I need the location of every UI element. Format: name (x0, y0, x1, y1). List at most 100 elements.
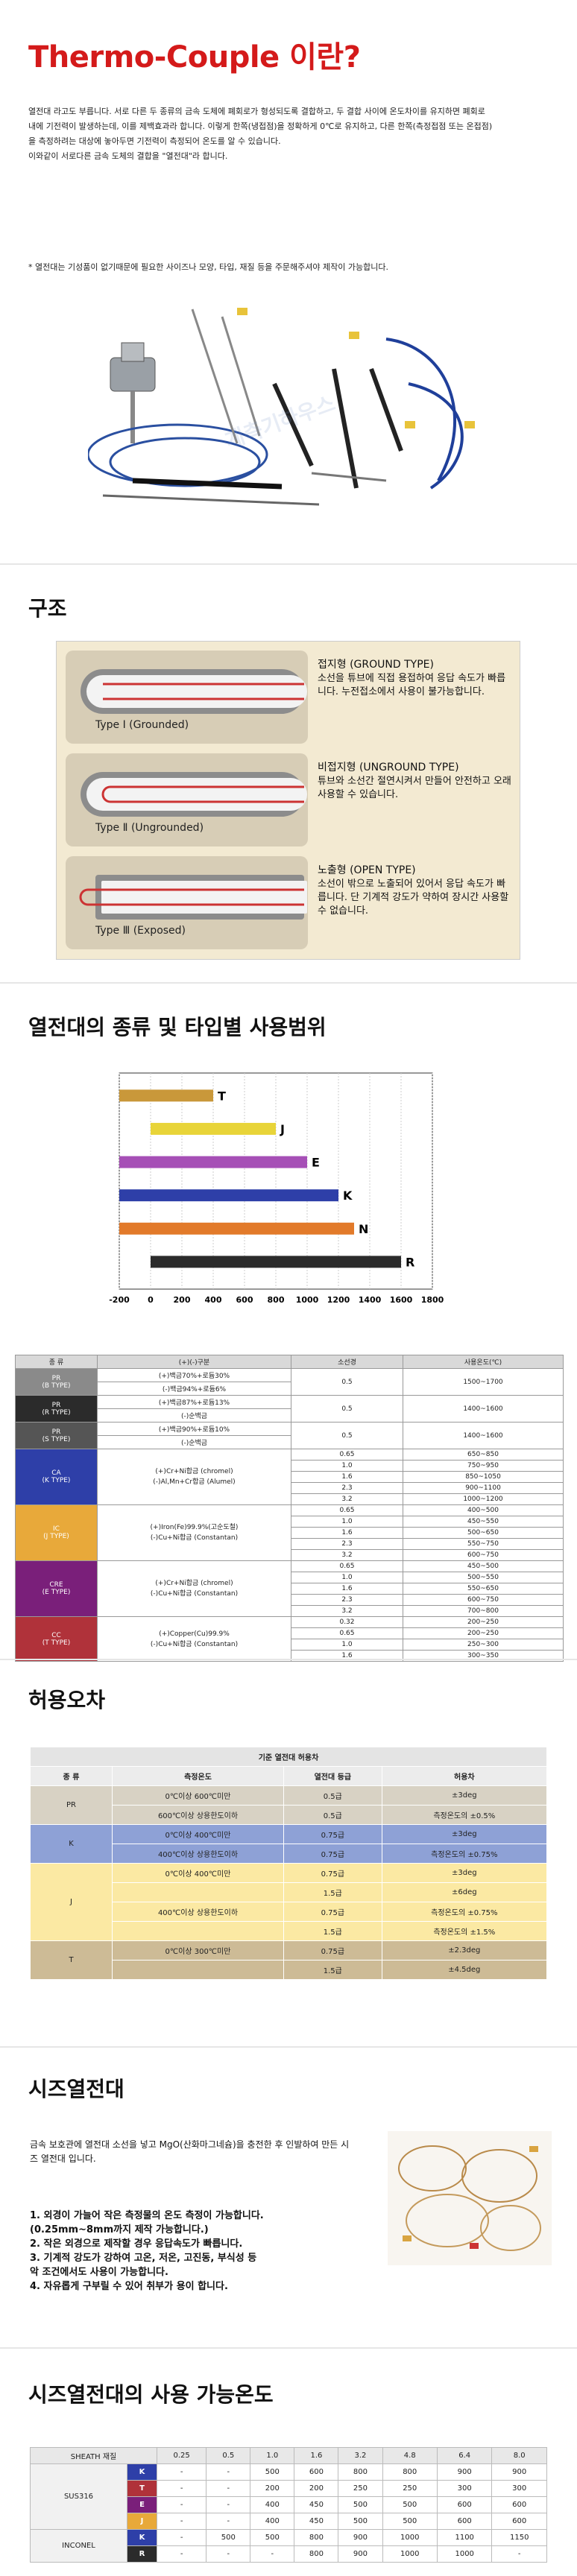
value-cell: 측정온도의 ±1.5% (381, 1921, 548, 1941)
parts-cell: (+)Cr+Ni합금 (chromel) (-)Cu+Ni합금 (Constant… (97, 1560, 291, 1617)
temp-cell: 600~750 (403, 1594, 564, 1606)
table-row: CRE (E TYPE) (+)Cr+Ni합금 (chromel) (-)Cu+Ni… (15, 1560, 564, 1617)
value-cell: 0.75급 (283, 1902, 382, 1922)
type-3-label: Type Ⅲ (Exposed) (95, 925, 186, 937)
list-item: (0.25mm~8mm까지 제작 가능합니다.) (30, 2224, 209, 2235)
value-cell: - (156, 2545, 207, 2563)
table-header: 6.4 (436, 2447, 493, 2464)
type-cell: CRE (E TYPE) (15, 1560, 98, 1617)
value-cell: 900 (338, 2545, 383, 2563)
table-row: PR (B TYPE) (+)백금70%+로듐30% 0.5 1500~1700 (15, 1368, 564, 1396)
table-row: SUS316 K - -500 600 800 800 900 900 (30, 2463, 547, 2530)
type-cell: PR (S TYPE) (15, 1422, 98, 1449)
value-cell: - (156, 2480, 207, 2497)
dia-cell: 0.65 (291, 1449, 403, 1461)
value-cell: - (206, 2480, 251, 2497)
temp-cell: 450~550 (403, 1516, 564, 1528)
temp-cell: 500~550 (403, 1572, 564, 1583)
parts-cell: (-)백금94%+로듐6% (97, 1382, 291, 1396)
section-range-title: 열전대의 종류 및 타입별 사용범위 (28, 1015, 327, 1039)
value-cell: 1000 (436, 2545, 493, 2563)
table-header: 사용온도(℃) (403, 1355, 564, 1369)
type-cell: K (30, 1824, 113, 1864)
value-cell: 250 (338, 2480, 383, 2497)
intro-text: 열전대 라고도 부릅니다. 서로 다른 두 종류의 금속 도체에 폐회로가 형성… (28, 104, 550, 164)
section-tolerance-title: 허용오차 (28, 1688, 106, 1712)
table-header: SHEATH 재질 (30, 2447, 157, 2464)
dia-cell: 0.65 (291, 1504, 403, 1516)
type-2-desc: 비접지형 (UNGROUND TYPE) 튜브와 소선간 절연시켜서 만들어 안… (318, 761, 511, 802)
temp-cell: 650~850 (403, 1449, 564, 1461)
table-row: CC (T TYPE) (+)Copper(Cu)99.9% (-)Cu+Ni합금 … (15, 1616, 564, 1662)
value-cell: - (156, 2463, 207, 2481)
value-cell: 250 (382, 2480, 438, 2497)
type-2-name: 비접지형 (UNGROUND TYPE) (318, 762, 459, 773)
type-cell: IC (J TYPE) (15, 1504, 98, 1561)
parts-cell: (+)백금90%+로듐10% (97, 1422, 291, 1436)
type-2-diagram: Type Ⅱ (Ungrounded) (66, 753, 308, 846)
value-cell: 500 (382, 2513, 438, 2530)
temp-cell: 1500~1700 (403, 1368, 564, 1396)
type-cell: K (127, 2463, 157, 2481)
parts-cell: (+)Copper(Cu)99.9% (-)Cu+Ni합금 (Constantan… (97, 1616, 291, 1662)
value-cell: 600 (294, 2463, 339, 2481)
value-cell: 800 (294, 2529, 339, 2546)
table-row: T 0℃이상 300℃미만 0.75급 ±2.3deg (30, 1940, 548, 1980)
value-cell: 1150 (491, 2529, 547, 2546)
value-cell: 측정온도의 ±0.75% (381, 1844, 548, 1864)
temp-cell: 250~300 (403, 1639, 564, 1651)
table-row: J 0℃이상 400℃미만 0.75급 ±3deg (30, 1863, 548, 1941)
value-cell: - (156, 2529, 207, 2546)
parts-cell: (-)순백금 (97, 1435, 291, 1449)
table-header: 4.8 (382, 2447, 438, 2464)
temp-cell: 1400~1600 (403, 1395, 564, 1423)
intro-line: 이와같이 서로다른 금속 도체의 결합을 "열전대"라 합니다. (28, 151, 228, 161)
thermocouple-type-table: 종 류 (+)(-)구분 소선경 사용온도(℃) PR (B TYPE) (+)백금70%… (15, 1355, 564, 1662)
type-cell: J (30, 1863, 113, 1941)
dia-cell: 0.5 (291, 1368, 403, 1396)
value-cell: 1000 (382, 2529, 438, 2546)
exposed-probe-icon (79, 875, 307, 920)
value-cell: 900 (436, 2463, 493, 2481)
dia-cell: 1.6 (291, 1527, 403, 1539)
table-row: 1.5급 측정온도의 ±1.5% (31, 1921, 548, 1941)
ungrounded-probe-icon (81, 772, 307, 817)
sheath-feature-list: 1. 외경이 가늘어 작은 측정물의 온도 측정이 가능합니다. (0.25mm… (30, 2209, 373, 2294)
value-cell: 0℃이상 400℃미만 (112, 1824, 284, 1844)
table-row: PR (R TYPE) (+)백금87%+로듐13% 0.5 1400~1600 (15, 1395, 564, 1423)
type-cell: CC (T TYPE) (15, 1616, 98, 1662)
sheath-photo (388, 2131, 552, 2265)
parts-cell: (+)Cr+Ni합금 (chromel) (-)Al,Mn+Cr합금 (Alume… (97, 1449, 291, 1505)
value-cell: 0.75급 (283, 1863, 382, 1883)
temp-cell: 850~1050 (403, 1471, 564, 1483)
range-bar-label: N (359, 1222, 368, 1236)
dia-cell: 1.0 (291, 1639, 403, 1651)
x-tick-label: -200 (109, 1295, 130, 1305)
value-cell: - (156, 2513, 207, 2530)
type-cell: PR (R TYPE) (15, 1395, 98, 1423)
value-cell: 측정온도의 ±0.75% (381, 1902, 548, 1922)
value-cell: 800 (382, 2463, 438, 2481)
type-cell: T (30, 1940, 113, 1980)
table-row: 3.2 1000~1200 (16, 1493, 564, 1505)
table-row: PR 0℃이상 600℃미만 0.5급 ±3deg (30, 1785, 548, 1825)
value-cell: - (156, 2496, 207, 2513)
coiled-sheath-illustration (398, 2145, 541, 2251)
value-cell: 300 (491, 2480, 547, 2497)
table-header: 소선경 (291, 1355, 403, 1369)
section-sheath-title: 시즈열전대 (28, 2077, 124, 2101)
product-photo: 계측기하우스 (86, 294, 491, 548)
range-bar-k (119, 1189, 338, 1202)
type-3-diagram: Type Ⅲ (Exposed) (66, 856, 308, 949)
value-cell: - (206, 2463, 251, 2481)
value-cell: 600 (491, 2496, 547, 2513)
table-header: 허용차 (381, 1766, 548, 1786)
list-item: 4. 자유롭게 구부릴 수 있어 취부가 용이 합니다. (30, 2281, 228, 2292)
value-cell: 800 (338, 2463, 383, 2481)
value-cell: 400℃이상 상용한도이하 (112, 1902, 284, 1922)
sheath-temp-table: SHEATH 재질 0.25 0.5 1.0 1.6 3.2 4.8 6.4 8.0 SUS316… (30, 2447, 547, 2563)
range-bar-label: E (312, 1156, 320, 1170)
value-cell: 400 (250, 2496, 295, 2513)
dia-cell: 0.65 (291, 1627, 403, 1639)
x-tick-label: 1800 (421, 1295, 444, 1305)
